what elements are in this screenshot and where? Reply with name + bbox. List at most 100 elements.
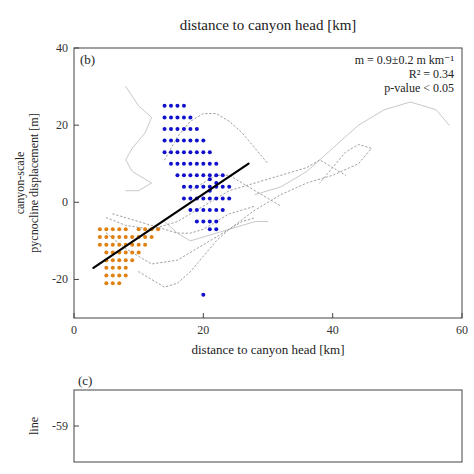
point (117, 266, 121, 270)
point (98, 243, 102, 247)
point (124, 274, 128, 278)
point (201, 196, 205, 200)
point (214, 196, 218, 200)
panel-label: (b) (80, 52, 95, 67)
point (182, 115, 186, 119)
annotation: R² = 0.34 (409, 67, 454, 81)
point (201, 162, 205, 166)
annotation: m = 0.9±0.2 m km⁻¹ (355, 53, 455, 67)
dotted-line (113, 206, 255, 233)
point (182, 173, 186, 177)
point (175, 162, 179, 166)
y-tick (74, 48, 79, 49)
point (201, 150, 205, 154)
point (111, 266, 115, 270)
x-tick (203, 313, 204, 318)
point (182, 185, 186, 189)
point (195, 162, 199, 166)
point (143, 235, 147, 239)
y-tick-label: 40 (56, 41, 68, 55)
point (201, 293, 205, 297)
point (201, 208, 205, 212)
point (188, 196, 192, 200)
x-tick (74, 313, 75, 318)
point (137, 227, 141, 231)
x-tick (332, 313, 333, 318)
point (182, 196, 186, 200)
annotation: p-value < 0.05 (384, 81, 454, 95)
point (182, 104, 186, 108)
point (117, 274, 121, 278)
point (195, 127, 199, 131)
y-tick (74, 426, 79, 427)
point (104, 281, 108, 285)
point (208, 220, 212, 224)
point (227, 196, 231, 200)
point (175, 139, 179, 143)
x-tick-label: 40 (327, 323, 339, 337)
point (182, 127, 186, 131)
point (163, 104, 167, 108)
plot-frame (74, 48, 462, 318)
point (98, 227, 102, 231)
point (104, 266, 108, 270)
point (195, 139, 199, 143)
point (169, 139, 173, 143)
point (104, 274, 108, 278)
point (208, 227, 212, 231)
point (111, 258, 115, 262)
point (111, 281, 115, 285)
point (124, 227, 128, 231)
point (169, 150, 173, 154)
point (143, 227, 147, 231)
point (175, 104, 179, 108)
line (165, 222, 268, 241)
x-tick-label: 20 (197, 323, 209, 337)
x-tick-label: 60 (456, 323, 468, 337)
point (188, 127, 192, 131)
dotted-line (190, 175, 281, 206)
y-tick (74, 202, 79, 203)
point (201, 185, 205, 189)
point (188, 150, 192, 154)
point (188, 162, 192, 166)
point (208, 177, 212, 181)
point (163, 115, 167, 119)
point (208, 208, 212, 212)
point (117, 258, 121, 262)
dotted-line (165, 114, 268, 164)
point (104, 227, 108, 231)
point (175, 150, 179, 154)
point (117, 227, 121, 231)
point (98, 235, 102, 239)
point (208, 173, 212, 177)
point (124, 250, 128, 254)
point (169, 127, 173, 131)
point (214, 220, 218, 224)
point (221, 208, 225, 212)
point (195, 220, 199, 224)
point (195, 185, 199, 189)
point (195, 208, 199, 212)
point (124, 235, 128, 239)
point (130, 250, 134, 254)
point (169, 115, 173, 119)
point (201, 173, 205, 177)
y-tick-label: -20 (52, 272, 68, 286)
point (130, 258, 134, 262)
point (175, 127, 179, 131)
point (104, 250, 108, 254)
y-axis-label: line (27, 417, 41, 435)
point (227, 185, 231, 189)
point (195, 173, 199, 177)
x-axis-label: distance to canyon head [km] (191, 342, 344, 357)
y-tick-label: 0 (62, 195, 68, 209)
point (214, 227, 218, 231)
point (150, 235, 154, 239)
point (163, 150, 167, 154)
point (137, 250, 141, 254)
panel-label: (c) (78, 373, 92, 388)
y-tick-label: 20 (56, 118, 68, 132)
chart: distance to canyon head [km]0204060-2002… (0, 0, 474, 474)
dotted-line (106, 160, 345, 229)
